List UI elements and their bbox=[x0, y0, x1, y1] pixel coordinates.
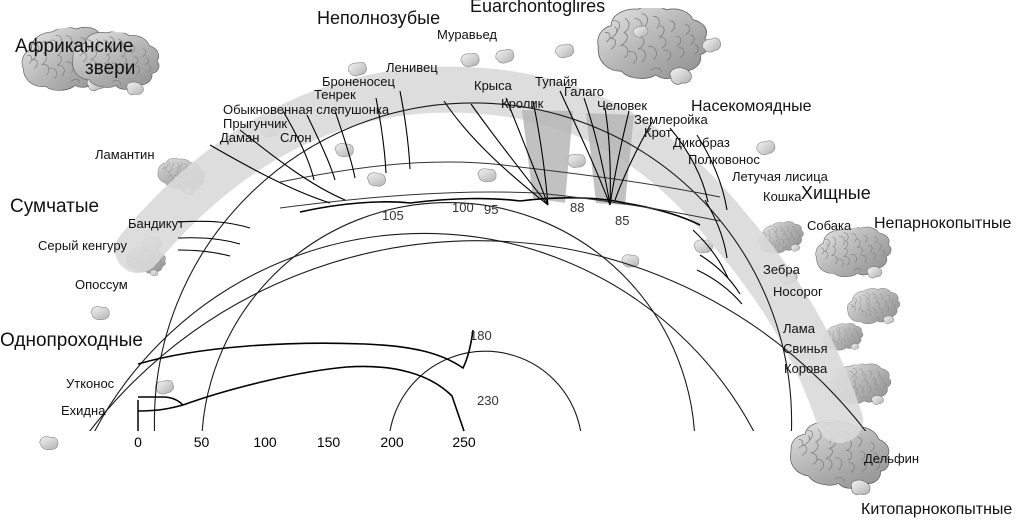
svg-text:Утконос: Утконос bbox=[66, 376, 115, 391]
svg-text:50: 50 bbox=[194, 434, 210, 450]
svg-text:Бандикут: Бандикут bbox=[128, 216, 184, 231]
svg-text:0: 0 bbox=[134, 434, 142, 450]
svg-text:Опоссум: Опоссум bbox=[75, 277, 128, 292]
svg-text:Зебра: Зебра bbox=[763, 262, 801, 277]
svg-text:150: 150 bbox=[317, 434, 341, 450]
svg-text:230: 230 bbox=[477, 393, 499, 408]
svg-text:Насекомоядные: Насекомоядные bbox=[691, 98, 812, 115]
svg-text:Собака: Собака bbox=[807, 218, 852, 233]
svg-text:180: 180 bbox=[470, 328, 492, 343]
svg-text:Галаго: Галаго bbox=[564, 84, 604, 99]
svg-text:100: 100 bbox=[253, 434, 277, 450]
svg-text:105: 105 bbox=[382, 208, 404, 223]
svg-text:Кошка: Кошка bbox=[763, 189, 802, 204]
svg-text:250: 250 bbox=[452, 434, 476, 450]
svg-text:Непарнокопытные: Непарнокопытные bbox=[874, 215, 1012, 232]
svg-text:Сумчатые: Сумчатые bbox=[10, 196, 99, 217]
svg-text:100: 100 bbox=[452, 200, 474, 215]
svg-text:Летучая лисица: Летучая лисица bbox=[732, 169, 829, 184]
svg-text:85: 85 bbox=[615, 213, 629, 228]
svg-text:Ламантин: Ламантин bbox=[95, 147, 155, 162]
svg-text:Дельфин: Дельфин bbox=[864, 451, 919, 466]
svg-text:звери: звери bbox=[85, 58, 135, 79]
svg-text:Африканские: Африканские bbox=[15, 36, 133, 57]
svg-text:Слон: Слон bbox=[280, 130, 312, 145]
svg-text:Носорог: Носорог bbox=[773, 284, 823, 299]
svg-text:Полковонос: Полковонос bbox=[688, 152, 760, 167]
svg-text:Неполнозубые: Неполнозубые bbox=[317, 8, 440, 28]
svg-text:Муравьед: Муравьед bbox=[437, 27, 497, 42]
svg-text:200: 200 bbox=[380, 434, 404, 450]
svg-text:Euarchontoglires: Euarchontoglires bbox=[470, 0, 605, 16]
svg-text:Даман: Даман bbox=[220, 130, 259, 145]
svg-text:Лама: Лама bbox=[783, 321, 816, 336]
svg-text:88: 88 bbox=[570, 200, 584, 215]
svg-text:Ехидна: Ехидна bbox=[61, 403, 106, 418]
svg-text:Свинья: Свинья bbox=[783, 341, 828, 356]
svg-text:Однопроходные: Однопроходные bbox=[0, 330, 143, 351]
svg-text:Ленивец: Ленивец bbox=[386, 60, 438, 75]
svg-text:Кролик: Кролик bbox=[501, 96, 544, 111]
svg-text:95: 95 bbox=[484, 202, 498, 217]
svg-text:Тенрек: Тенрек bbox=[314, 87, 356, 102]
svg-text:Крыса: Крыса bbox=[474, 78, 513, 93]
svg-text:Дикобраз: Дикобраз bbox=[673, 135, 730, 150]
svg-text:Китопарнокопытные: Китопарнокопытные bbox=[861, 501, 1012, 518]
svg-text:Человек: Человек bbox=[597, 98, 647, 113]
svg-text:Хищные: Хищные bbox=[801, 183, 871, 203]
svg-text:Серый кенгуру: Серый кенгуру bbox=[38, 238, 127, 253]
svg-text:Крот: Крот bbox=[644, 125, 672, 140]
svg-text:Корова: Корова bbox=[784, 361, 828, 376]
svg-text:Обыкновенная слепушонка: Обыкновенная слепушонка bbox=[223, 102, 390, 117]
svg-text:Прыгунчик: Прыгунчик bbox=[223, 116, 287, 131]
